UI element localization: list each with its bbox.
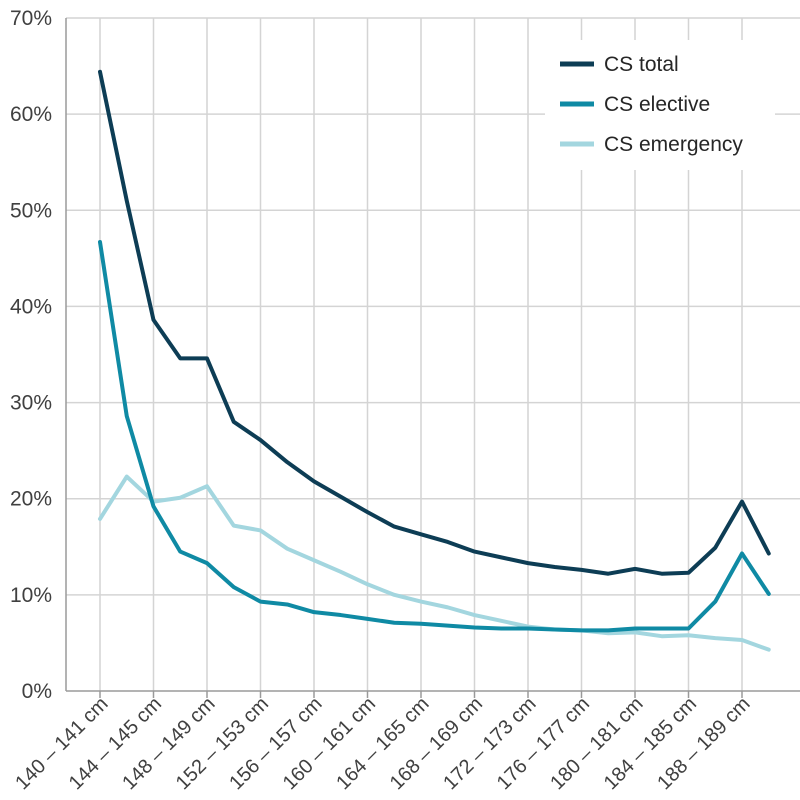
legend-label-cs-total: CS total [604,53,679,76]
x-tick-label: 184 – 185 cm [600,693,701,794]
x-tick-label: 180 – 181 cm [546,693,647,794]
x-tick-label: 164 – 165 cm [332,693,433,794]
y-tick-label: 50% [10,199,52,222]
y-tick-label: 60% [10,103,52,126]
x-tick-label: 140 – 141 cm [11,693,112,794]
y-tick-label: 20% [10,488,52,511]
x-tick-label: 160 – 161 cm [279,693,380,794]
series-line-cs-elective [98,240,771,633]
series-lines [98,69,771,652]
y-tick-label: 70% [10,7,52,30]
legend-label-cs-elective: CS elective [604,93,710,116]
x-tick-label: 176 – 177 cm [493,693,594,794]
y-tick-label: 30% [10,392,52,415]
x-tick-label: 148 – 149 cm [118,693,219,794]
x-tick-label: 188 – 189 cm [653,693,754,794]
x-tick-label: 172 – 173 cm [439,693,540,794]
x-tick-label: 144 – 145 cm [65,693,166,794]
legend: CS total CS elective CS emergency [545,40,775,170]
y-tick-label: 40% [10,295,52,318]
axes [65,18,800,698]
series-line-cs-total [98,69,771,576]
x-tick-label: 152 – 153 cm [172,693,273,794]
grid [66,17,800,691]
y-tick-labels: 0% 10% 20% 30% 40% 50% 60% 70% [10,7,52,703]
y-tick-label: 10% [10,584,52,607]
series-line-cs-emergency [98,474,771,652]
x-tick-label: 156 – 157 cm [225,693,326,794]
legend-label-cs-emergency: CS emergency [604,133,743,156]
x-tick-label: 168 – 169 cm [386,693,487,794]
y-tick-label: 0% [22,680,52,703]
